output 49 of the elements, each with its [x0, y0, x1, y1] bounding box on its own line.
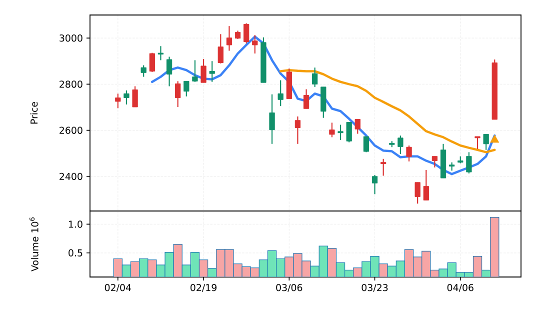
candlestick — [474, 136, 480, 150]
y-tick-label: 2800 — [60, 80, 82, 88]
x-tick-label: 03/06 — [276, 284, 302, 292]
candlestick — [432, 156, 438, 168]
y-tick-label: 2600 — [60, 126, 82, 134]
candlestick — [132, 86, 138, 108]
candlestick — [398, 135, 404, 155]
x-tick-label: 02/04 — [104, 284, 132, 292]
candlestick — [406, 144, 412, 162]
candlestick — [483, 134, 489, 150]
candlestick — [200, 58, 206, 84]
x-tick-label: 04/06 — [447, 284, 474, 292]
y-tick-label: 0.5 — [68, 249, 82, 256]
candlestick — [244, 22, 250, 44]
candlestick — [226, 26, 232, 52]
candlestick — [269, 94, 275, 144]
x-tick-label: 02/19 — [190, 284, 216, 292]
candlestick — [346, 122, 352, 143]
candlestick — [115, 93, 121, 109]
candlestick — [380, 158, 386, 176]
candlestick — [312, 67, 318, 88]
y-axis-title: Volume 10$^{6}$ — [30, 217, 38, 272]
candlestick — [192, 60, 198, 82]
candlestick — [329, 122, 335, 138]
candlestick — [184, 80, 190, 97]
candlestick — [372, 174, 378, 195]
candlestick — [218, 34, 224, 64]
candlestick — [124, 90, 130, 106]
candlestick — [252, 34, 258, 54]
candlestick — [158, 46, 164, 61]
candlestick — [278, 80, 284, 107]
candlestick — [354, 118, 360, 134]
candlestick — [140, 64, 146, 78]
y-tick-label: 3000 — [60, 34, 82, 42]
candlestick — [166, 56, 172, 87]
candlestick — [303, 88, 310, 110]
candlestick — [294, 116, 301, 144]
y-tick-label: 2400 — [60, 172, 82, 180]
candlestick — [149, 52, 155, 73]
y-axis-title: Price — [30, 102, 38, 124]
candlestick — [363, 136, 370, 153]
x-tick-label: 03/23 — [362, 284, 388, 292]
candlestick — [338, 124, 344, 141]
candlestick — [466, 152, 472, 174]
candlestick — [423, 169, 429, 201]
y-tick-label: 1.0 — [68, 220, 82, 228]
candlestick — [175, 80, 181, 108]
candlestick — [414, 182, 420, 204]
candlestick — [209, 60, 215, 82]
